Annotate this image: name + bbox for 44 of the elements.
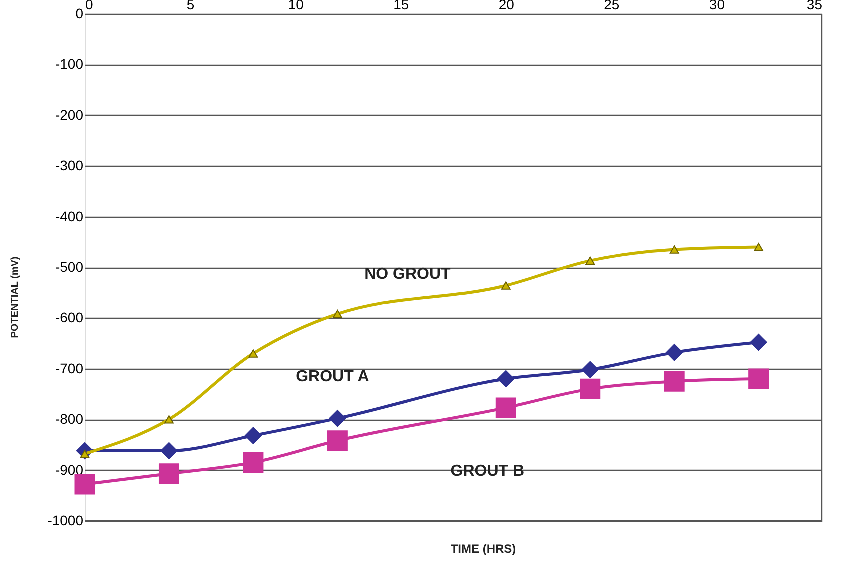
y-axis-title: POTENTIAL (mV) [10,256,21,338]
point [243,452,264,473]
y-tick-label: -700 [55,360,84,376]
point [580,378,601,400]
y-tick-label: -900 [55,462,84,478]
x-tick-label: 0 [86,0,94,12]
point [501,282,511,290]
x-tick-label: 30 [709,0,726,12]
y-tick-label: -400 [55,208,84,224]
series-label: GROUT A [296,368,370,386]
point [160,442,178,460]
y-tick-label: -300 [55,158,84,174]
point [74,474,96,495]
x-tick-label: 15 [394,0,410,12]
x-axis-title: TIME (HRS) [450,542,516,556]
y-tick-label: -800 [55,411,84,428]
y-tick-label: -100 [55,56,84,72]
point [748,368,770,390]
y-tick-label: -600 [55,310,84,326]
point [327,430,348,452]
point [754,243,764,252]
point [164,415,174,424]
point [664,371,685,392]
x-tick-label: 25 [604,0,620,12]
point [329,410,346,428]
point [333,310,342,318]
point [670,246,680,254]
point [244,427,262,444]
y-tick-label: -200 [55,106,84,123]
point [582,361,599,378]
point [158,464,180,484]
x-tick-label: 20 [498,0,515,12]
point [498,370,515,388]
x-tick-label: 10 [288,0,304,12]
point [666,344,684,362]
point [750,334,768,352]
point [586,256,596,266]
x-tick-label: 5 [186,0,195,12]
y-tick-label: -1000 [48,512,84,528]
y-tick-label: -500 [55,259,84,275]
point [496,398,516,418]
point [248,350,258,358]
series-label: NO GROUT [364,266,452,284]
x-tick-label: 35 [806,0,823,12]
